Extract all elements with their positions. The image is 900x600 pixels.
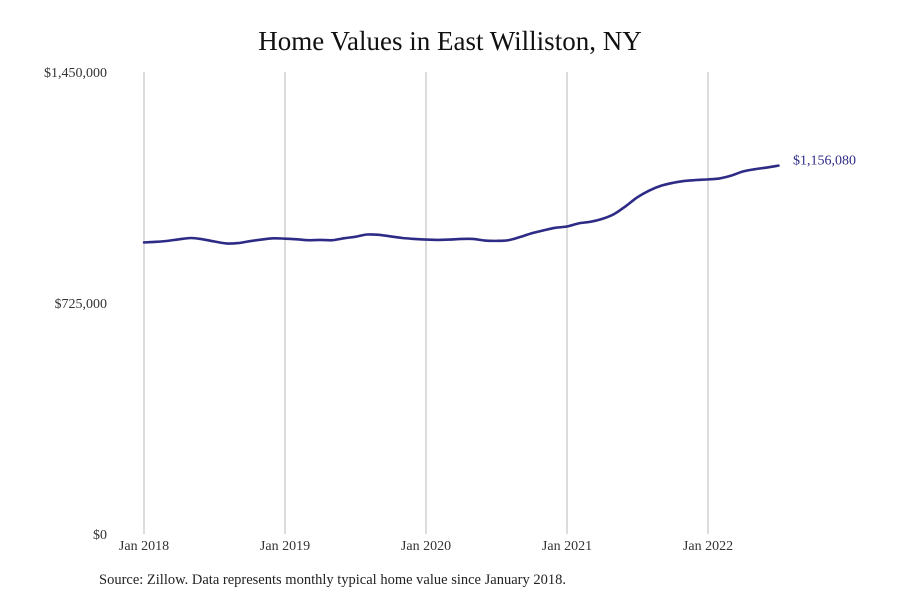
annotation-layer: $1,156,080 xyxy=(793,154,856,169)
source-note: Source: Zillow. Data represents monthly … xyxy=(99,572,566,588)
x-tick-label: Jan 2018 xyxy=(119,539,169,554)
y-tick-label: $0 xyxy=(93,528,107,543)
y-axis-tick-labels: $0 $725,000 $1,450,000 xyxy=(44,66,107,543)
end-value-label: $1,156,080 xyxy=(793,154,856,169)
x-axis-tick-labels: Jan 2018 Jan 2019 Jan 2020 Jan 2021 Jan 2022 xyxy=(119,539,733,554)
chart-title: Home Values in East Williston, NY xyxy=(258,26,642,56)
x-tick-label: Jan 2020 xyxy=(401,539,451,554)
series-line xyxy=(142,164,780,245)
x-tick-label: Jan 2021 xyxy=(542,539,592,554)
y-tick-label: $1,450,000 xyxy=(44,66,107,81)
x-tick-label: Jan 2019 xyxy=(260,539,310,554)
x-tick-label: Jan 2022 xyxy=(683,539,733,554)
gridlines xyxy=(143,72,709,534)
y-tick-label: $725,000 xyxy=(55,297,108,312)
series-layer xyxy=(142,164,780,245)
